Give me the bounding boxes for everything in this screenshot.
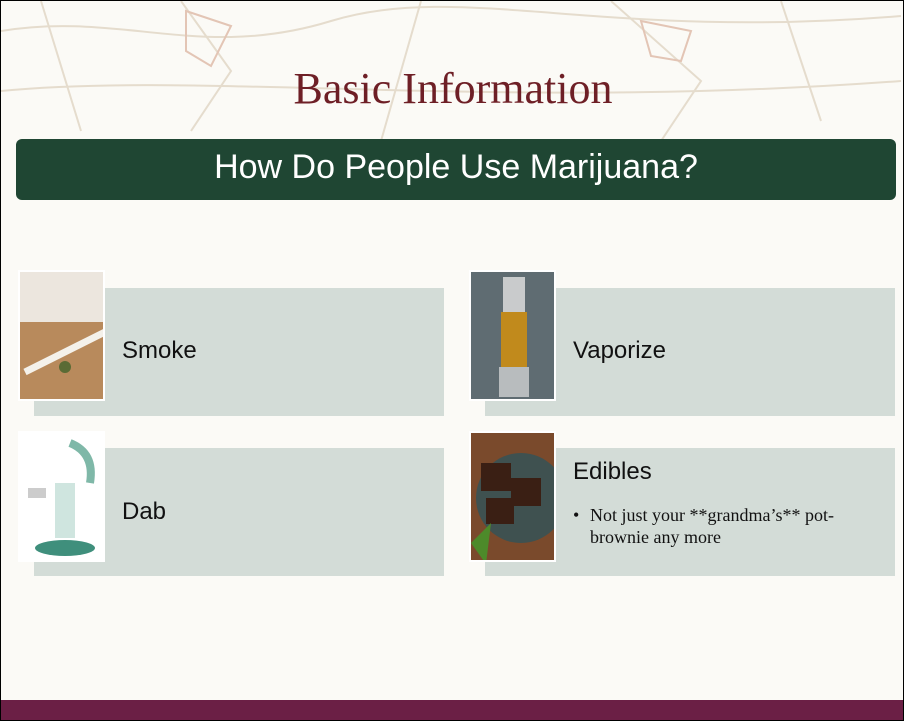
item-label: Edibles: [573, 458, 652, 486]
edibles-image: [469, 431, 556, 562]
slide: Basic Information How Do People Use Mari…: [0, 0, 904, 721]
title: Basic Information: [1, 63, 904, 114]
subtitle: How Do People Use Marijuana?: [16, 148, 896, 187]
vaporize-image: [469, 270, 556, 401]
footer-bar: [1, 700, 904, 721]
item-label: Smoke: [122, 337, 197, 365]
subtitle-bar: How Do People Use Marijuana?: [16, 139, 896, 200]
item-label: Dab: [122, 498, 166, 526]
bullet-dot: •: [573, 504, 589, 526]
dab-image: [18, 431, 105, 562]
item-label: Vaporize: [573, 337, 666, 365]
smoke-image: [18, 270, 105, 401]
bullet-text: Not just your **grandma’s** pot-brownie …: [590, 504, 873, 548]
bullet: • Not just your **grandma’s** pot-browni…: [573, 504, 873, 548]
